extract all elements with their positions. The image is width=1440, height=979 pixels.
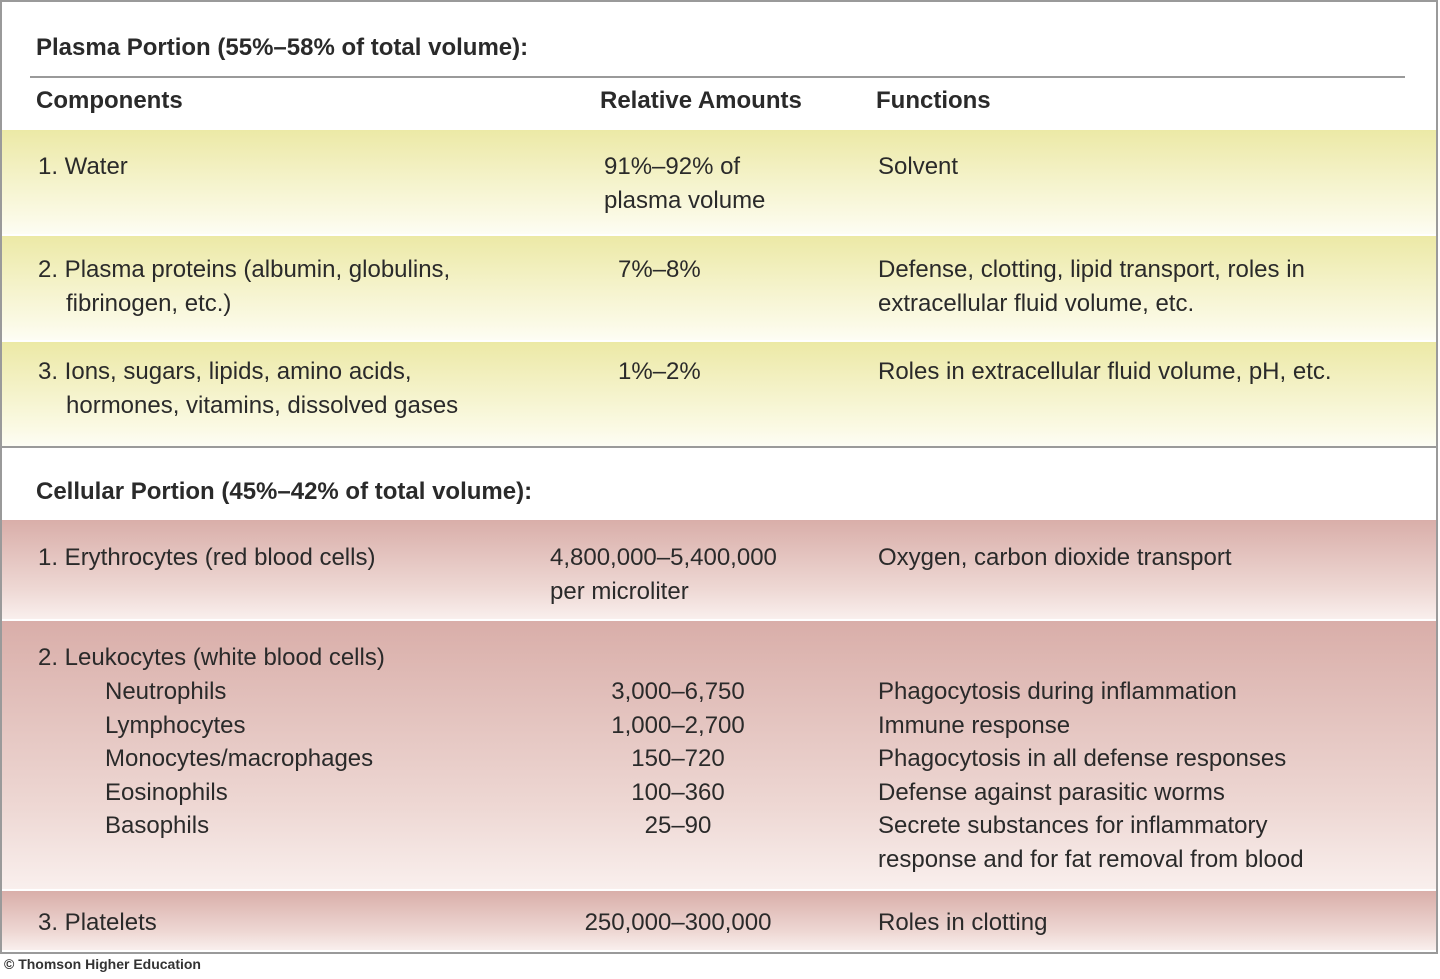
component: fibrinogen, etc.) [66,290,232,317]
column-header-amounts: Relative Amounts [600,87,802,114]
table-row: 1. Erythrocytes (red blood cells) 4,800,… [2,520,1436,619]
table-row: 2. Leukocytes (white blood cells) Neutro… [2,621,1436,889]
amount: 91%–92% of [604,153,741,180]
leukocyte-type: Eosinophils [105,779,228,806]
component: 1. Erythrocytes (red blood cells) [38,544,376,571]
function: Immune response [878,712,1071,739]
section-divider [0,446,1436,448]
column-header-functions: Functions [876,87,991,114]
function: Solvent [878,153,959,180]
component: 3. Ions, sugars, lipids, amino acids, [38,358,412,385]
table-frame [0,0,1438,954]
component: 1. Water [38,153,128,180]
leukocyte-type: Lymphocytes [105,712,246,739]
amount: 150–720 [631,745,725,772]
amount: 3,000–6,750 [611,678,745,705]
amount: 1%–2% [618,358,701,385]
function: Roles in extracellular fluid volume, pH,… [878,358,1332,385]
component: 3. Platelets [38,909,157,936]
column-header-components: Components [36,87,183,114]
table-row: 1. Water 91%–92% of plasma volume Solven… [2,130,1436,234]
copyright-footer: © Thomson Higher Education [4,956,201,972]
function: Oxygen, carbon dioxide transport [878,544,1232,571]
leukocyte-type: Basophils [105,812,210,839]
plasma-section-title: Plasma Portion (55%–58% of total volume)… [36,34,529,61]
amount: plasma volume [604,187,766,214]
amount: 100–360 [631,779,725,806]
amount: 1,000–2,700 [611,712,745,739]
leukocyte-type: Monocytes/macrophages [105,745,374,772]
function: Roles in clotting [878,909,1048,936]
table-row: 3. Ions, sugars, lipids, amino acids, ho… [2,342,1436,446]
amount: per microliter [550,578,689,605]
amount: 25–90 [644,812,712,839]
function: extracellular fluid volume, etc. [878,290,1195,317]
cellular-section-title: Cellular Portion (45%–42% of total volum… [36,478,533,505]
function: Defense, clotting, lipid transport, role… [878,256,1305,283]
function: Phagocytosis in all defense responses [878,745,1287,772]
component: hormones, vitamins, dissolved gases [66,392,459,419]
component: 2. Plasma proteins (albumin, globulins, [38,256,451,283]
function: Phagocytosis during inflammation [878,678,1237,705]
amount: 7%–8% [618,256,701,283]
table-row: 2. Plasma proteins (albumin, globulins, … [2,236,1436,340]
function: Secrete substances for inflammatory [878,812,1268,839]
leukocyte-type: Neutrophils [105,678,227,705]
function: Defense against parasitic worms [878,779,1225,806]
amount: 250,000–300,000 [584,909,772,936]
amount: 4,800,000–5,400,000 [550,544,777,571]
function: response and for fat removal from blood [878,846,1304,873]
header-rule [30,76,1405,78]
table-row: 3. Platelets 250,000–300,000 Roles in cl… [2,891,1436,950]
component: 2. Leukocytes (white blood cells) [38,644,385,671]
